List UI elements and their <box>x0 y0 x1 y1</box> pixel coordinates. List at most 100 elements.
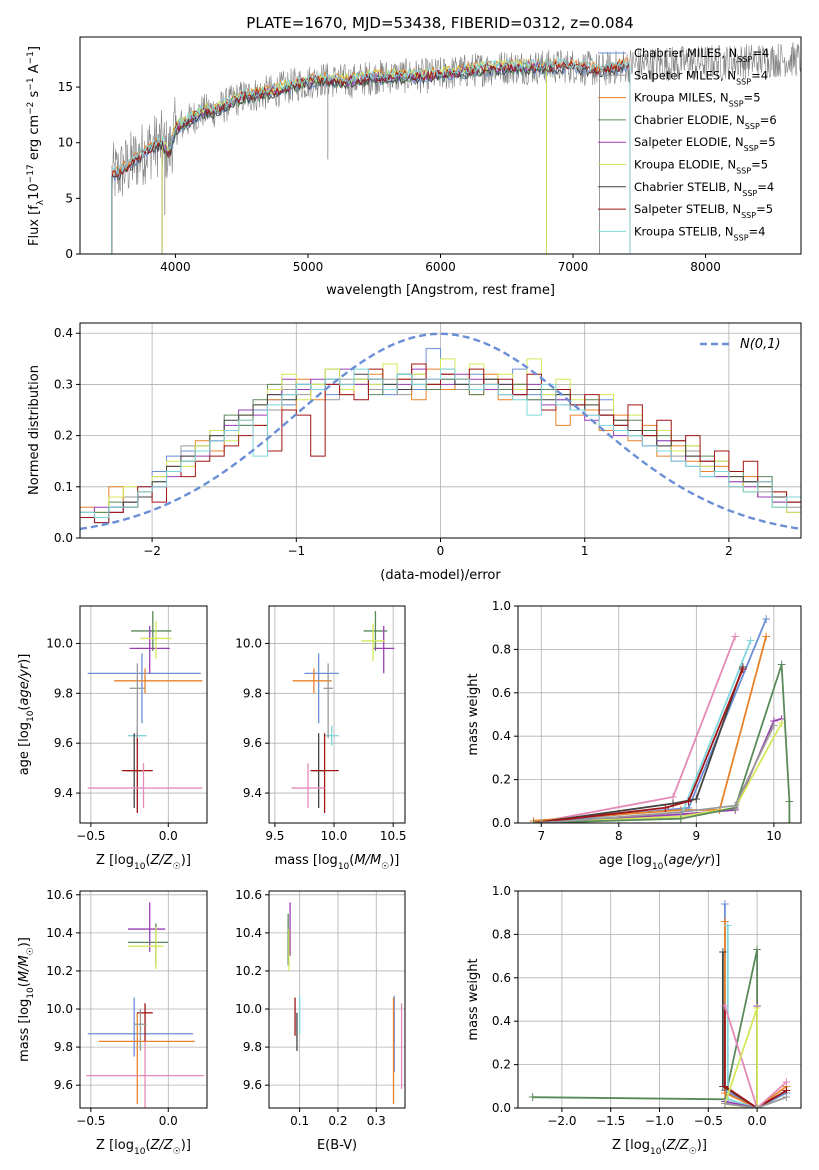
mass_weight_vs_Z-marks: + +++++++++++++++++++++++++++ +++ ++++ ++ <box>528 897 791 1111</box>
label-part: M/M <box>17 955 32 982</box>
mass-weight-marker: + <box>720 1086 730 1100</box>
spectrum-panel: 4000 5000 6000 7000 8000 0 5 10 15 Chabrier MILES… <box>26 36 802 298</box>
age_vs_mass-marks <box>291 610 395 814</box>
label-part: ( <box>17 706 32 711</box>
x-tick-label: −0.5 <box>76 829 105 843</box>
mass-weight-marker: + <box>676 812 686 826</box>
mass-weight-marker: + <box>528 816 538 830</box>
label-part: ☉ <box>26 947 36 955</box>
legend-n: , N <box>720 68 736 82</box>
mass-weight-marker: + <box>769 718 779 732</box>
label-part: age/yr <box>668 853 711 868</box>
y-tick-label: 0.0 <box>54 531 73 545</box>
y-tick-label: 9.6 <box>243 736 262 750</box>
y-axis-label: mass weight <box>466 673 481 755</box>
x-tick-label: −2 <box>143 544 161 558</box>
label-part: s <box>27 90 42 101</box>
label-part: Z/Z <box>666 1138 690 1153</box>
label-part: age/yr <box>17 662 32 705</box>
label-part: 10 <box>26 987 36 999</box>
mass-weight-marker: + <box>738 660 748 674</box>
x-tick-label: 0.3 <box>367 1114 386 1128</box>
mass-weight-line <box>533 722 783 823</box>
label-part: mass [log <box>17 999 32 1062</box>
y-tick-label: 0.8 <box>492 927 511 941</box>
legend-n: , N <box>720 158 736 172</box>
y-tick-label: 9.8 <box>54 1040 73 1054</box>
x-tick-label: −2.0 <box>547 1114 576 1128</box>
spectrum-model-line <box>111 62 630 181</box>
y-tick-label: 0.2 <box>492 1058 511 1072</box>
x-tick-label: −0.5 <box>76 1114 105 1128</box>
mass-weight-line <box>533 636 767 822</box>
legend-ssp: SSP <box>736 77 751 86</box>
label-part: )] <box>181 853 191 868</box>
mass-weight-marker: + <box>668 790 678 804</box>
label-part: mass [log <box>275 853 338 868</box>
label-part: Flux [f <box>27 205 42 246</box>
mass-weight-marker: + <box>720 1097 730 1111</box>
mass-weight-marker: + <box>746 634 756 648</box>
mass-weight-marker: + <box>528 816 538 830</box>
y-tick-label: 0.0 <box>492 816 511 830</box>
label-part: ( <box>661 1138 666 1153</box>
mass-weight-marker: + <box>528 816 538 830</box>
mass-weight-marker: + <box>718 1079 728 1093</box>
label-part: A <box>27 64 42 77</box>
label-part: −2 <box>26 102 36 115</box>
mass_vs_ebv-panel: 0.1 0.2 0.3 9.6 9.8 10.0 10.2 10.4 10.6 <box>235 888 406 1128</box>
legend-n: , N <box>721 46 737 60</box>
legend-eq: = <box>751 68 761 82</box>
label-part: erg cm <box>27 115 42 164</box>
label-part: ( <box>17 982 32 987</box>
label-part: )] <box>17 937 32 947</box>
x-tick-label: −1 <box>287 544 305 558</box>
mass-weight-marker: + <box>730 801 740 815</box>
legend-entry: Chabrier MILES, NSSP=4 <box>634 46 769 64</box>
label-part: Z/Z <box>150 1138 174 1153</box>
y-tick-label: 10 <box>58 136 73 150</box>
label-part: ( <box>663 853 668 868</box>
x-tick-label: 8000 <box>690 260 721 274</box>
x-tick-label: 0.0 <box>159 1114 178 1128</box>
legend-eq: = <box>759 135 769 149</box>
mass_vs_Z-marks <box>86 902 204 1108</box>
x-axis-label: wavelength [Angstrom, rest frame] <box>326 283 555 298</box>
y-tick-label: 0.8 <box>492 642 511 656</box>
legend-n: , N <box>726 180 742 194</box>
legend-entry: N(0,1) <box>740 337 781 352</box>
legend-eq: = <box>757 180 767 194</box>
mass-weight-marker: + <box>684 801 694 815</box>
label-part: 10 <box>134 862 146 872</box>
legend-nssp: 4 <box>762 46 769 60</box>
legend-nssp: 5 <box>753 91 760 105</box>
x-tick-label: 10 <box>766 829 781 843</box>
x-axis-label: Z [log10(Z/Z☉)] <box>96 1138 191 1157</box>
mass-weight-marker: + <box>528 816 538 830</box>
mass-weight-marker: + <box>738 662 748 676</box>
legend-nssp: 5 <box>768 135 775 149</box>
y-tick-label: 10.0 <box>235 636 262 650</box>
x-tick-label: 5000 <box>293 260 324 274</box>
mass-weight-marker: + <box>684 794 694 808</box>
mass-weight-marker: + <box>676 803 686 817</box>
mass-weight-marker: + <box>781 1084 791 1098</box>
mass-weight-marker: + <box>536 816 546 830</box>
mass-weight-marker: + <box>730 799 740 813</box>
x-tick-label: 7000 <box>558 260 589 274</box>
age_vs_Z-frame <box>79 605 208 824</box>
y-tick-label: 10.2 <box>46 964 73 978</box>
legend-nssp: 4 <box>761 68 768 82</box>
mass-weight-marker: + <box>720 914 730 928</box>
mass-weight-marker: + <box>528 1090 538 1104</box>
x-axis-label: (data-model)/error <box>380 568 501 583</box>
label-part: Z [log <box>96 853 134 868</box>
label-part: −1 <box>26 51 36 64</box>
y-tick-label: 1.0 <box>492 599 511 613</box>
mass-weight-marker: + <box>723 1092 733 1106</box>
y-tick-label: 10.0 <box>235 1002 262 1016</box>
y-tick-label: 0.4 <box>492 729 511 743</box>
legend-eq: = <box>744 91 754 105</box>
